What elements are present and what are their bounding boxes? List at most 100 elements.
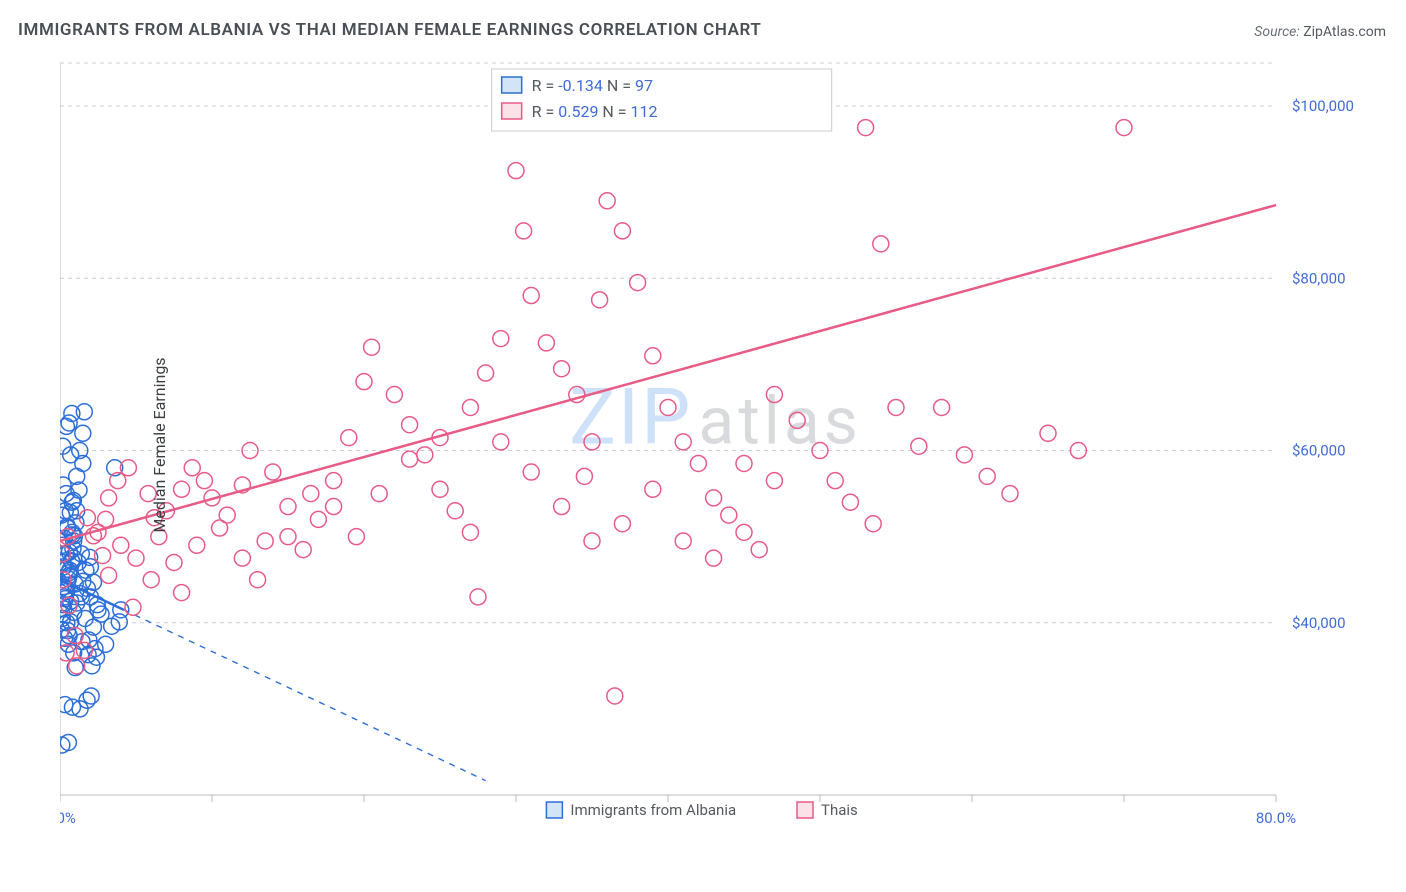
marker	[516, 223, 532, 239]
watermark-zip: ZIP	[569, 373, 692, 464]
marker	[858, 120, 874, 136]
marker	[584, 434, 600, 450]
stats-swatch	[502, 103, 522, 119]
marker	[447, 503, 463, 519]
marker	[67, 628, 83, 644]
marker	[706, 550, 722, 566]
marker	[576, 468, 592, 484]
marker	[280, 499, 296, 515]
marker	[827, 473, 843, 489]
marker	[766, 473, 782, 489]
marker	[386, 387, 402, 403]
marker	[61, 598, 77, 614]
marker	[842, 494, 858, 510]
marker	[592, 292, 608, 308]
marker	[493, 331, 509, 347]
marker	[60, 438, 71, 454]
marker	[110, 473, 126, 489]
marker	[364, 339, 380, 355]
marker	[751, 542, 767, 558]
marker	[812, 443, 828, 459]
marker	[417, 447, 433, 463]
marker	[196, 473, 212, 489]
y-tick-label: $40,000	[1292, 614, 1346, 632]
plot-area: Median Female Earnings $40,000$60,000$80…	[60, 55, 1386, 835]
marker	[675, 434, 691, 450]
marker	[60, 477, 71, 493]
marker	[630, 275, 646, 291]
marker	[303, 486, 319, 502]
marker	[462, 524, 478, 540]
source-value: ZipAtlas.com	[1303, 24, 1386, 40]
marker	[280, 529, 296, 545]
source-label: Source:	[1254, 24, 1299, 40]
marker	[645, 348, 661, 364]
marker	[60, 734, 76, 750]
marker	[1002, 486, 1018, 502]
marker	[911, 438, 927, 454]
marker	[143, 572, 159, 588]
stats-text: R = -0.134 N = 97	[532, 76, 653, 95]
x-tick-label: 80.0%	[1256, 809, 1296, 827]
marker	[341, 430, 357, 446]
marker	[462, 399, 478, 415]
source-attribution: Source: ZipAtlas.com	[1254, 24, 1386, 40]
legend-swatch	[797, 802, 813, 818]
legend-label: Immigrants from Albania	[570, 801, 736, 819]
marker	[432, 481, 448, 497]
marker	[736, 455, 752, 471]
marker	[645, 481, 661, 497]
marker	[326, 499, 342, 515]
marker	[554, 499, 570, 515]
marker	[242, 443, 258, 459]
marker	[60, 572, 71, 588]
marker	[125, 599, 141, 615]
marker	[85, 574, 101, 590]
marker	[554, 361, 570, 377]
legend-label: Thais	[821, 801, 858, 819]
marker	[690, 455, 706, 471]
marker	[956, 447, 972, 463]
marker	[865, 516, 881, 532]
marker	[523, 464, 539, 480]
marker	[538, 335, 554, 351]
stats-swatch	[502, 77, 522, 93]
trendline-ext-albania	[124, 610, 486, 781]
y-axis-label: Median Female Earnings	[150, 357, 169, 532]
marker	[60, 645, 74, 661]
marker	[310, 511, 326, 527]
y-tick-label: $60,000	[1292, 442, 1346, 460]
x-tick-label: 0.0%	[60, 809, 76, 827]
marker	[1116, 120, 1132, 136]
marker	[508, 163, 524, 179]
chart-title: IMMIGRANTS FROM ALBANIA VS THAI MEDIAN F…	[18, 20, 761, 40]
y-tick-label: $100,000	[1292, 97, 1354, 115]
marker	[736, 524, 752, 540]
marker	[371, 486, 387, 502]
y-tick-label: $80,000	[1292, 269, 1346, 287]
marker	[257, 533, 273, 549]
marker	[766, 387, 782, 403]
marker	[888, 399, 904, 415]
marker	[101, 490, 117, 506]
marker	[706, 490, 722, 506]
marker	[174, 585, 190, 601]
marker	[614, 223, 630, 239]
marker	[166, 554, 182, 570]
chart-svg: $40,000$60,000$80,000$100,000ZIPatlas0.0…	[60, 55, 1386, 835]
marker	[326, 473, 342, 489]
marker	[584, 533, 600, 549]
legend-swatch	[546, 802, 562, 818]
marker	[79, 510, 95, 526]
marker	[979, 468, 995, 484]
marker	[265, 464, 281, 480]
marker	[184, 460, 200, 476]
marker	[614, 516, 630, 532]
marker	[934, 399, 950, 415]
marker	[75, 425, 91, 441]
marker	[128, 550, 144, 566]
marker	[234, 550, 250, 566]
marker	[64, 405, 80, 421]
marker	[599, 193, 615, 209]
marker	[113, 537, 129, 553]
